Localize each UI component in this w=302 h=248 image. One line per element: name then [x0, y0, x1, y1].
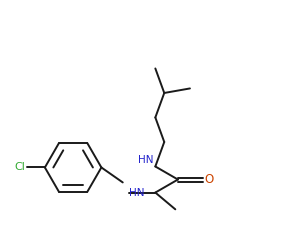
- Text: HN: HN: [138, 155, 153, 165]
- Text: HN: HN: [129, 187, 145, 198]
- Text: Cl: Cl: [14, 162, 25, 172]
- Text: O: O: [204, 173, 214, 186]
